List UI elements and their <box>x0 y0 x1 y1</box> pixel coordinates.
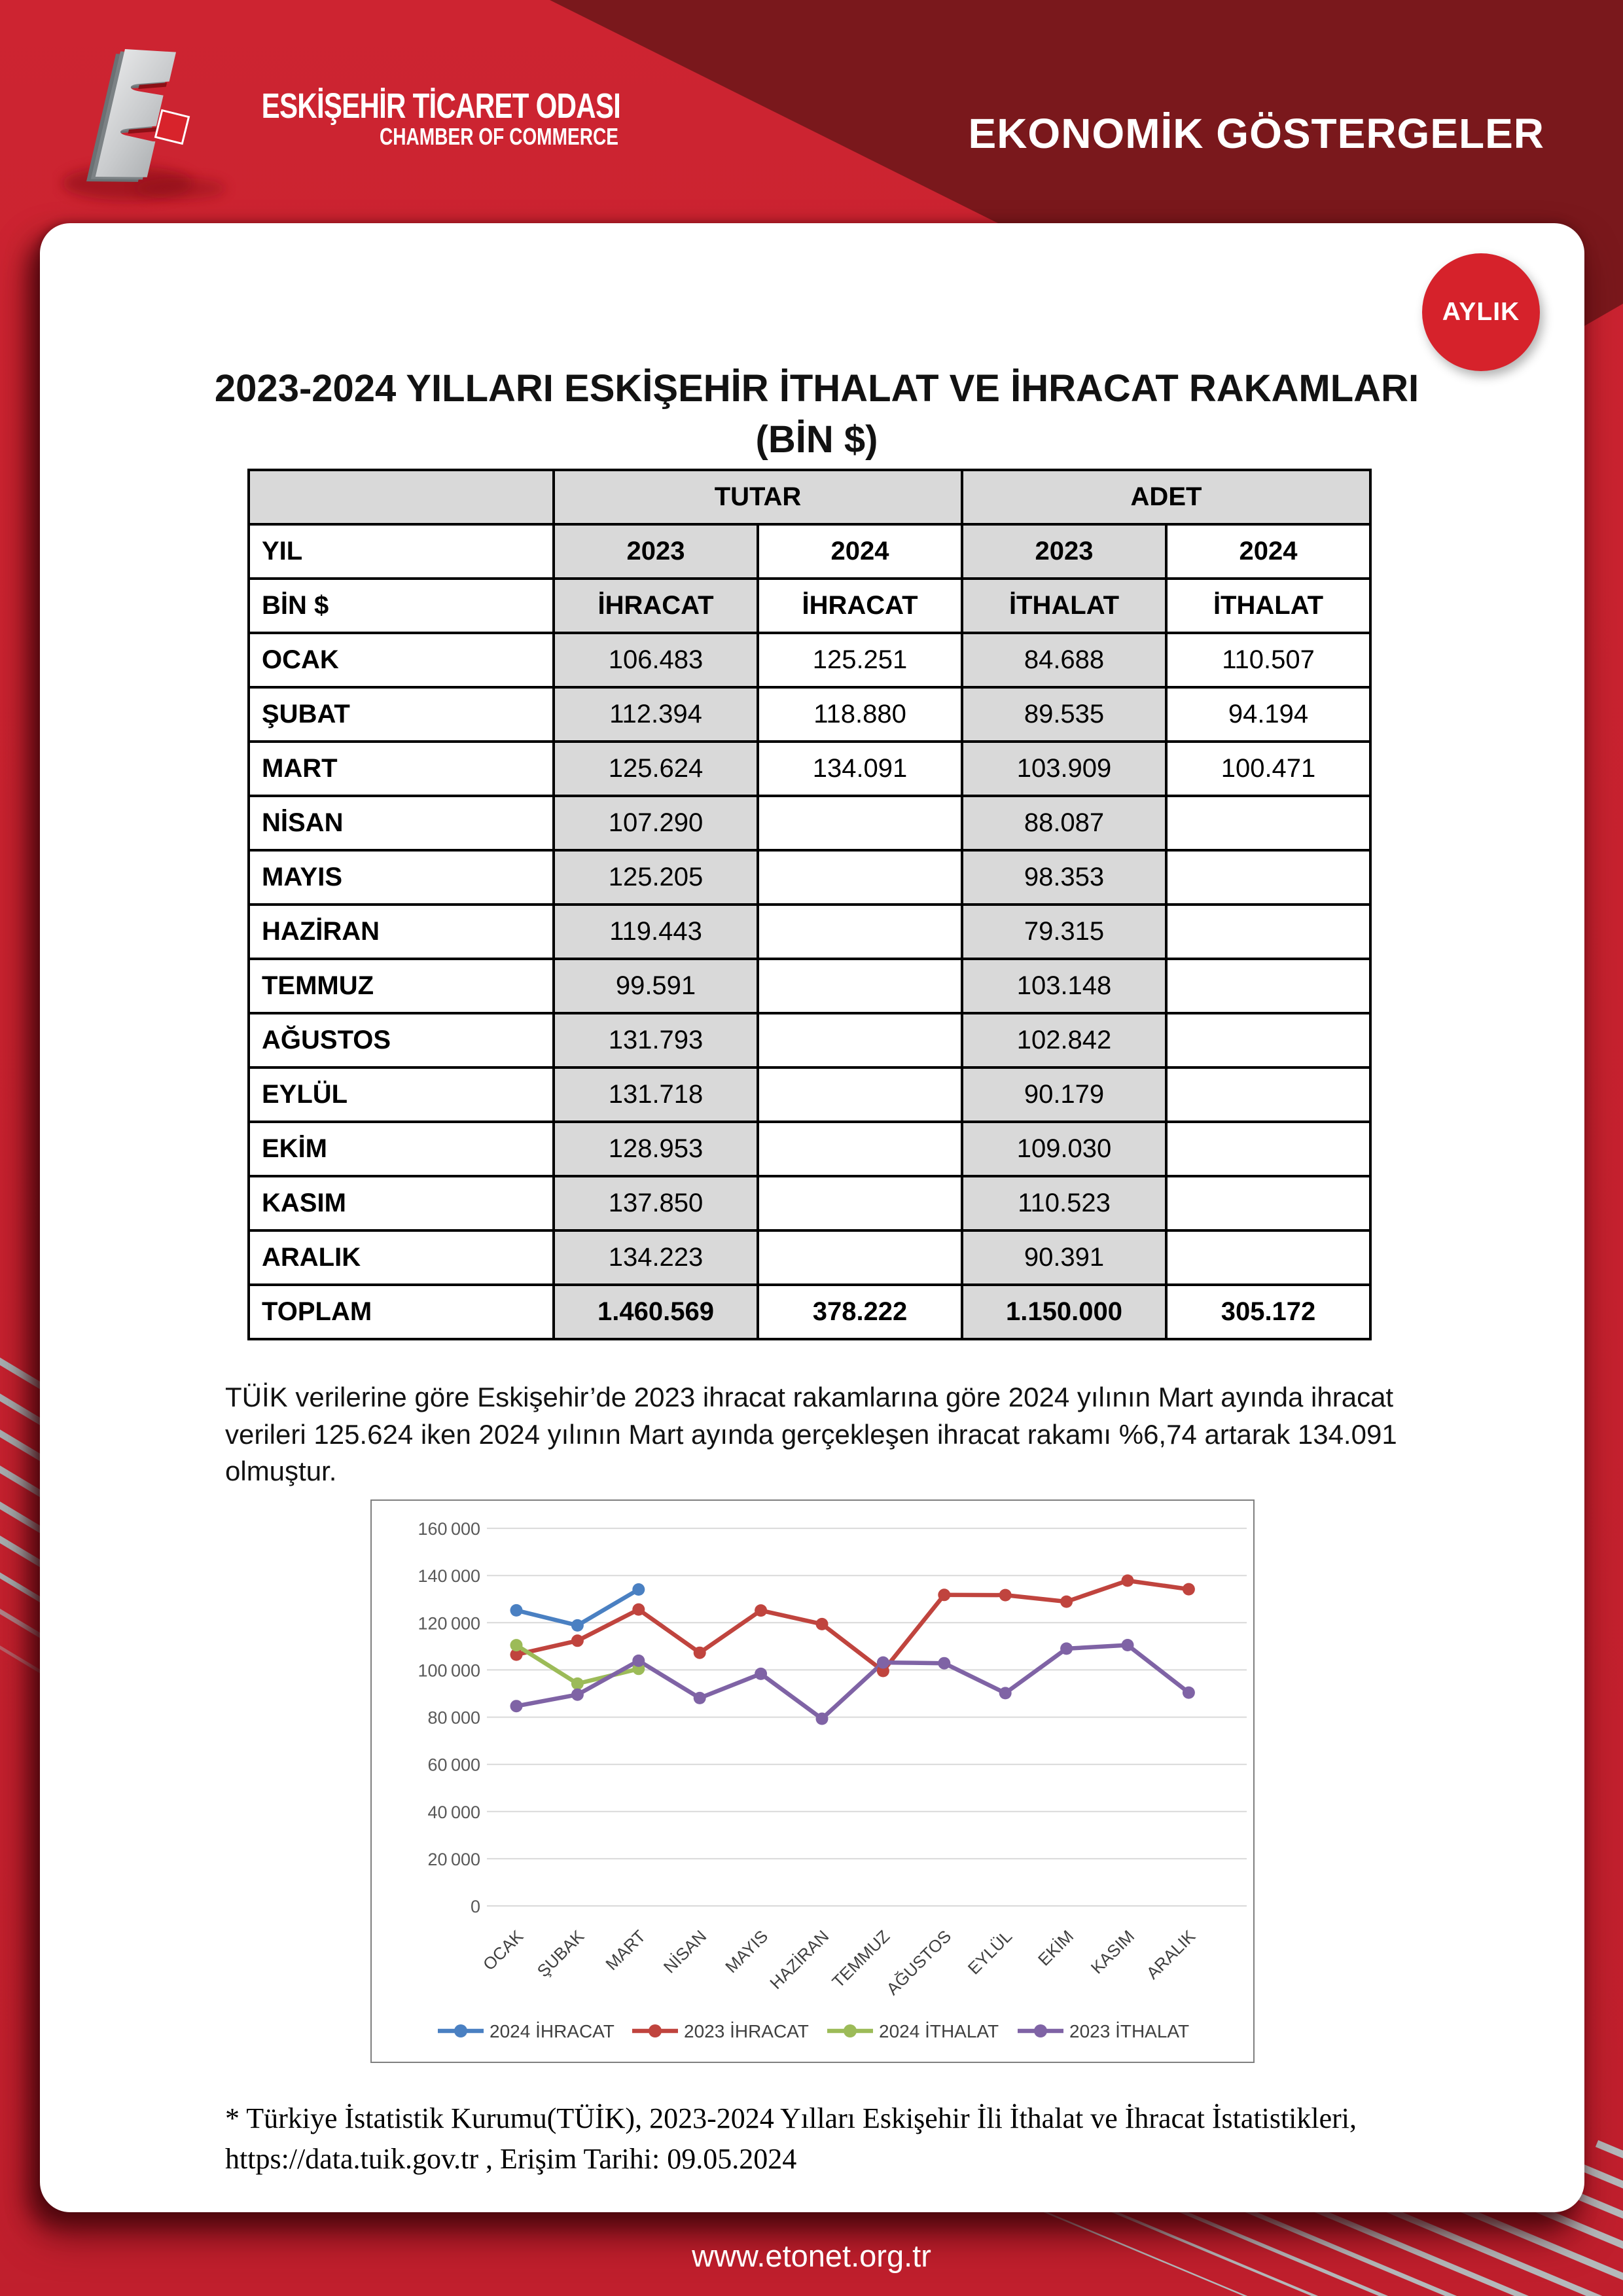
svg-text:80 000: 80 000 <box>428 1708 481 1728</box>
svg-text:60 000: 60 000 <box>428 1755 481 1775</box>
svg-text:0: 0 <box>471 1897 480 1916</box>
svg-text:120 000: 120 000 <box>418 1613 480 1633</box>
svg-text:20 000: 20 000 <box>428 1850 481 1869</box>
svg-text:2024 İHRACAT: 2024 İHRACAT <box>490 2021 615 2041</box>
svg-text:140 000: 140 000 <box>418 1566 480 1586</box>
svg-text:2023 İHRACAT: 2023 İHRACAT <box>684 2021 809 2041</box>
svg-text:2024 İTHALAT: 2024 İTHALAT <box>879 2021 999 2041</box>
svg-text:2023 İTHALAT: 2023 İTHALAT <box>1069 2021 1189 2041</box>
svg-text:40 000: 40 000 <box>428 1803 481 1822</box>
svg-text:100 000: 100 000 <box>418 1660 480 1680</box>
svg-text:160 000: 160 000 <box>418 1519 480 1539</box>
